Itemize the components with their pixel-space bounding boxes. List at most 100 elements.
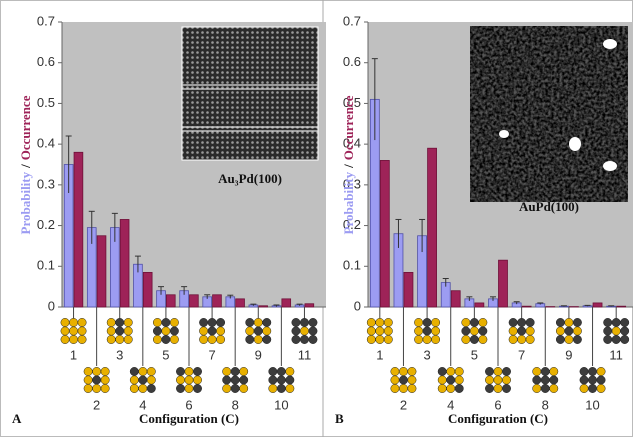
- atom: [478, 326, 488, 336]
- atom: [611, 326, 621, 336]
- bar: [96, 235, 107, 308]
- atom: [115, 318, 125, 327]
- atom: [222, 384, 232, 393]
- x-tick-label: 1: [376, 347, 383, 362]
- atom: [69, 326, 78, 336]
- atom: [555, 326, 565, 336]
- x-axis-label: Configuration (C): [448, 411, 548, 426]
- atom: [138, 375, 148, 385]
- atom: [579, 375, 589, 385]
- atom: [611, 335, 621, 344]
- atom: [239, 367, 249, 376]
- atom: [454, 375, 464, 385]
- atom: [100, 375, 110, 385]
- y-tick-label: 0.1: [343, 258, 361, 273]
- atom: [60, 335, 70, 344]
- atom: [485, 375, 494, 385]
- atom: [129, 375, 139, 385]
- bar: [450, 290, 461, 308]
- atom: [60, 326, 70, 336]
- atom: [193, 375, 202, 385]
- error-bar: [88, 210, 95, 244]
- y-tick-label: 0.4: [37, 136, 55, 151]
- atom: [300, 318, 309, 327]
- atom: [83, 375, 93, 385]
- y-tick-label: 0.1: [37, 258, 55, 273]
- y-tick-label: 0.5: [343, 95, 361, 110]
- atom: [502, 367, 511, 376]
- y-tick-label: 0.3: [37, 176, 55, 191]
- y-axis-label-part: Occurrence: [341, 95, 356, 160]
- error-bar: [419, 218, 426, 253]
- atom: [437, 384, 447, 393]
- atom: [199, 318, 209, 327]
- atom: [461, 326, 471, 336]
- atom: [517, 335, 527, 344]
- error-bar: [608, 305, 615, 307]
- atom: [129, 384, 139, 393]
- atom: [437, 367, 447, 376]
- atom: [161, 318, 171, 327]
- atom: [207, 318, 217, 327]
- atom: [414, 318, 424, 327]
- atom: [564, 326, 574, 336]
- atom: [268, 367, 278, 376]
- bar: [304, 303, 315, 308]
- atom: [422, 318, 432, 327]
- x-tick-label: 8: [232, 397, 239, 412]
- atom: [169, 326, 179, 336]
- atom: [454, 367, 464, 376]
- error-bar: [227, 294, 234, 299]
- x-tick-label: 11: [609, 347, 623, 362]
- atom: [83, 367, 93, 376]
- atom: [69, 335, 78, 344]
- x-tick-label: 11: [298, 347, 312, 362]
- error-bar: [537, 302, 544, 305]
- atom: [106, 318, 116, 327]
- atom: [230, 375, 240, 385]
- atom: [532, 367, 542, 376]
- atom: [169, 318, 179, 327]
- x-tick-label: 1: [70, 347, 77, 362]
- y-axis-label-part: Occurrence: [18, 95, 33, 160]
- atom: [399, 375, 408, 385]
- atom: [152, 326, 162, 336]
- x-tick-label: 6: [185, 397, 192, 412]
- atom: [517, 318, 527, 327]
- atom: [611, 318, 621, 327]
- x-tick-label: 7: [208, 347, 215, 362]
- y-tick-label: 0: [48, 298, 55, 313]
- atom: [493, 375, 503, 385]
- bar: [616, 305, 627, 308]
- atom: [216, 335, 226, 344]
- atom: [517, 326, 527, 336]
- y-tick-label: 0.6: [343, 54, 361, 69]
- atom: [100, 384, 110, 393]
- x-tick-label: 7: [518, 347, 525, 362]
- x-tick-label: 6: [494, 397, 501, 412]
- bar: [427, 147, 437, 308]
- atom: [603, 318, 613, 327]
- atom: [207, 326, 217, 336]
- atom: [478, 335, 488, 344]
- atom: [253, 335, 263, 344]
- atom: [446, 375, 456, 385]
- bar: [403, 271, 414, 308]
- atom: [446, 367, 456, 376]
- atom: [115, 335, 125, 344]
- atom: [106, 335, 116, 344]
- y-tick-label: 0.2: [343, 217, 361, 232]
- x-tick-label: 2: [93, 397, 100, 412]
- atom: [106, 326, 116, 336]
- atom: [572, 335, 582, 344]
- atom: [146, 384, 156, 393]
- atom: [588, 375, 597, 385]
- bar: [281, 298, 292, 308]
- panel-label: B: [335, 411, 344, 426]
- atom: [146, 367, 156, 376]
- atom: [579, 384, 589, 393]
- atom: [77, 318, 87, 327]
- error-bar: [273, 304, 280, 307]
- atom: [92, 384, 102, 393]
- y-tick-label: 0.5: [37, 95, 55, 110]
